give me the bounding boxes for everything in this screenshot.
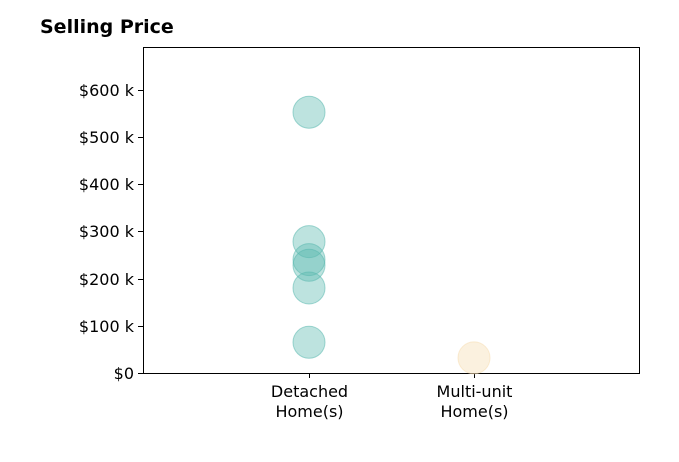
data-point [292, 95, 326, 129]
y-tick-label: $300 k [79, 222, 135, 241]
data-point [292, 248, 326, 282]
y-tick-label: $400 k [79, 175, 135, 194]
x-tick-label-line: Detached [271, 382, 348, 401]
data-point [457, 341, 491, 375]
x-tick-label: Detached Home(s) [271, 382, 348, 421]
y-tick-label: $500 k [79, 128, 135, 147]
y-tick-label: $100 k [79, 317, 135, 336]
chart-title: Selling Price [40, 16, 174, 38]
plot-area-frame [143, 47, 640, 374]
y-axis: $0 $100 k $200 k $300 k $400 k $500 k $600 k [79, 81, 143, 383]
data-point [292, 325, 326, 359]
y-tick-label: $200 k [79, 270, 135, 289]
x-tick-label-line: Multi-unit [437, 382, 513, 401]
data-point [292, 271, 326, 305]
x-tick-label: Multi-unit Home(s) [437, 382, 513, 421]
y-tick-label: $0 [114, 364, 134, 383]
data-points [292, 95, 491, 375]
data-point [292, 225, 326, 259]
x-tick-label-line: Home(s) [440, 402, 508, 421]
y-tick-label: $600 k [79, 81, 135, 100]
x-tick-label-line: Home(s) [275, 402, 343, 421]
x-axis: Detached Home(s)Multi-unit Home(s) [271, 373, 513, 421]
